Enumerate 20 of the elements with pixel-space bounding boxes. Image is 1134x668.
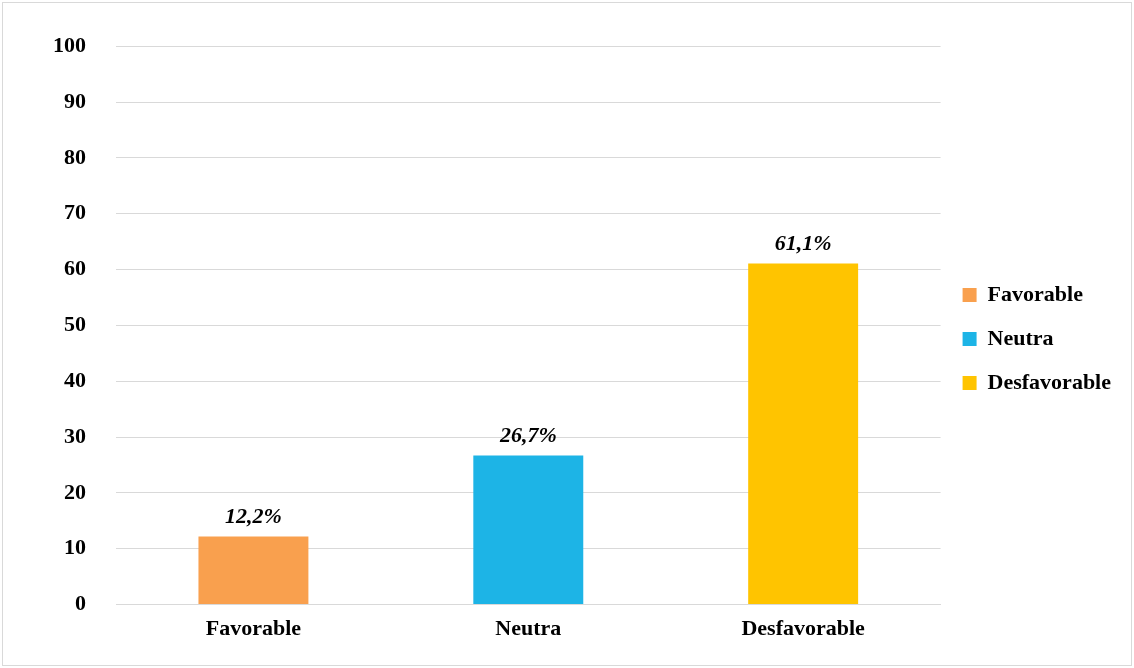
y-tick-label: 10: [64, 534, 86, 560]
y-tick-label: 60: [64, 255, 86, 281]
data-label: 12,2%: [225, 503, 282, 529]
x-tick-label: Favorable: [205, 615, 302, 641]
y-tick-label: 100: [53, 31, 86, 57]
legend-label: Desfavorable: [987, 368, 1112, 394]
x-tick-label: Neutra: [495, 615, 562, 641]
y-tick-label: 70: [64, 199, 86, 225]
y-tick-label: 30: [64, 422, 86, 448]
data-label: 26,7%: [498, 422, 557, 448]
y-tick-label: 20: [64, 478, 86, 504]
legend-label: Favorable: [987, 280, 1084, 306]
y-tick-label: 90: [64, 87, 86, 113]
y-tick-label: 80: [64, 143, 86, 169]
y-tick-label: 0: [75, 590, 86, 616]
y-tick-label: 40: [64, 366, 86, 392]
data-label: 61,1%: [774, 230, 832, 256]
y-tick-label: 50: [64, 311, 86, 337]
x-tick-label: Desfavorable: [741, 615, 866, 641]
legend-label: Neutra: [987, 324, 1054, 350]
